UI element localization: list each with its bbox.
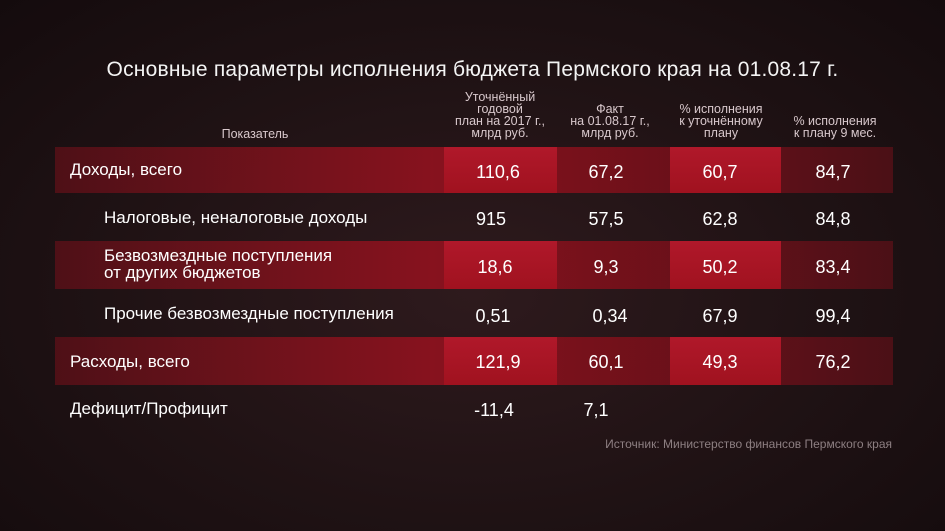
row-label: Прочие безвозмездные поступления [104, 304, 394, 323]
cell-highlight [444, 337, 557, 385]
cell-pct-9m: 84,8 [815, 209, 851, 229]
header-pct-plan-line: к уточнённому [679, 114, 763, 128]
cell-pct-9m: 84,7 [815, 162, 851, 182]
cell-plan: 18,6 [477, 257, 513, 277]
cell-highlight [670, 147, 781, 193]
header-fact-line: Факт [596, 102, 624, 116]
header-fact: Факт на 01.08.17 г., млрд руб. [555, 102, 665, 140]
header-plan: Уточнённый годовой план на 2017 г., млрд… [440, 90, 560, 140]
page-title: Основные параметры исполнения бюджета Пе… [106, 58, 839, 81]
row-label-line: Безвозмездные поступления [104, 246, 333, 265]
header-indicator: Показатель [195, 127, 315, 141]
cell-pct-plan: 60,7 [702, 162, 738, 182]
cell-pct-9m: 83,4 [815, 257, 851, 277]
cell-highlight [444, 241, 557, 289]
header-pct-plan-line: % исполнения [679, 102, 763, 116]
cell-pct-9m: 76,2 [815, 352, 851, 372]
cell-pct-plan: 50,2 [702, 257, 738, 277]
cell-fact: 9,3 [593, 257, 619, 277]
header-plan-line: млрд руб. [471, 126, 529, 140]
header-plan-line: Уточнённый [464, 90, 536, 104]
row-label: Доходы, всего [70, 160, 183, 179]
cell-fact: 60,1 [588, 352, 624, 372]
row-label: Налоговые, неналоговые доходы [104, 208, 368, 227]
row-label: Расходы, всего [70, 352, 190, 371]
cell-pct-plan: 49,3 [702, 352, 738, 372]
cell-plan: -11,4 [474, 400, 514, 420]
cell-plan: 121,9 [475, 352, 521, 372]
cell-pct-plan: 67,9 [702, 306, 738, 326]
cell-highlight [444, 147, 557, 193]
row-label-line: от других бюджетов [104, 263, 261, 282]
cell-plan: 915 [475, 209, 507, 229]
cell-fact: 0,34 [592, 306, 628, 326]
cell-fact: 7,1 [583, 400, 609, 420]
cell-fact: 67,2 [588, 162, 624, 182]
row-label: Дефицит/Профицит [70, 399, 228, 418]
header-fact-line: на 01.08.17 г., [570, 114, 650, 128]
header-indicator-label: Показатель [221, 127, 289, 141]
header-pct-9m-line: % исполнения [793, 114, 877, 128]
source-note: Источник: Министерство финансов Пермског… [605, 437, 892, 451]
cell-pct-9m: 99,4 [815, 306, 851, 326]
header-pct-9m-line: к плану 9 мес. [793, 126, 877, 140]
header-pct-9m: % исполнения к плану 9 мес. [780, 114, 890, 140]
cell-highlight [670, 241, 781, 289]
header-pct-plan: % исполнения к уточнённому плану [666, 102, 776, 140]
cell-fact: 57,5 [588, 209, 624, 229]
header-pct-plan-line: плану [703, 126, 739, 140]
cell-plan: 110,6 [476, 162, 520, 182]
cell-pct-plan: 62,8 [702, 209, 738, 229]
cell-highlight [670, 337, 781, 385]
cell-plan: 0,51 [475, 306, 511, 326]
header-plan-line: план на 2017 г., [455, 114, 545, 128]
header-plan-line: годовой [477, 102, 523, 116]
header-fact-line: млрд руб. [581, 126, 639, 140]
